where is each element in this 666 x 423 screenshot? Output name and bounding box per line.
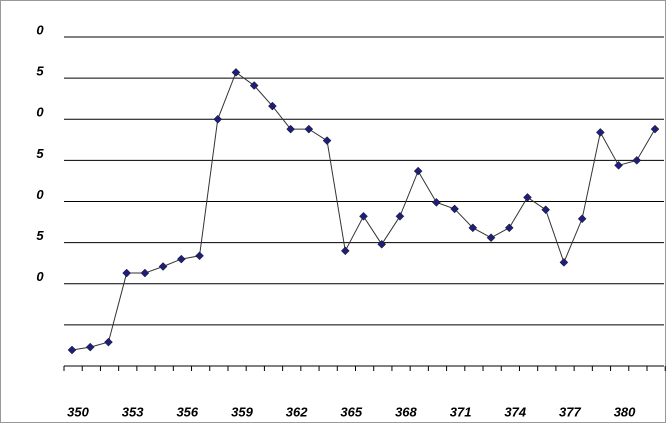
data-point: [268, 101, 277, 111]
data-point: [140, 268, 150, 278]
x-tick-label: 374: [504, 404, 526, 419]
data-point: [67, 345, 77, 355]
data-point: [231, 68, 241, 77]
data-point: [104, 337, 113, 347]
data-point: [632, 156, 642, 165]
x-tick-label: 365: [340, 404, 362, 419]
data-point: [504, 223, 514, 233]
x-tick-label: 371: [450, 404, 472, 419]
y-tick-label: 5: [36, 146, 44, 161]
data-point: [577, 214, 587, 224]
data-point: [122, 268, 132, 278]
data-point: [176, 254, 186, 264]
x-tick-label: 362: [286, 404, 308, 419]
data-point: [541, 205, 551, 215]
data-point: [322, 136, 332, 145]
data-point: [523, 193, 532, 202]
data-point: [595, 128, 605, 137]
data-point: [413, 166, 423, 176]
x-tick-label: 353: [122, 404, 144, 419]
y-tick-label: 0: [36, 269, 44, 284]
data-point: [559, 258, 569, 267]
x-tick-label: 377: [559, 404, 581, 419]
data-point: [304, 124, 314, 134]
data-point: [486, 233, 496, 243]
data-point: [359, 211, 368, 221]
data-point: [650, 124, 660, 134]
y-tick-label: 5: [36, 64, 44, 79]
y-tick-label: 5: [36, 228, 44, 243]
data-point: [85, 342, 95, 352]
y-tick-label: 0: [36, 187, 44, 202]
data-point: [450, 204, 459, 214]
x-tick-label: 359: [231, 404, 253, 419]
data-point: [395, 211, 405, 221]
data-point: [213, 114, 223, 124]
x-tick-label: 356: [176, 404, 198, 419]
y-tick-label: 0: [36, 105, 44, 120]
data-point: [249, 81, 259, 90]
x-tick-label: 350: [67, 404, 89, 419]
data-point: [158, 262, 168, 271]
data-point: [432, 197, 441, 207]
y-tick-label: 0: [36, 22, 44, 37]
data-point: [286, 124, 295, 134]
data-point: [614, 160, 623, 170]
data-point: [377, 239, 387, 249]
x-tick-label: 380: [614, 404, 636, 419]
data-point: [468, 223, 478, 233]
x-tick-label: 368: [395, 404, 417, 419]
data-point: [195, 251, 204, 261]
data-point: [340, 246, 350, 256]
